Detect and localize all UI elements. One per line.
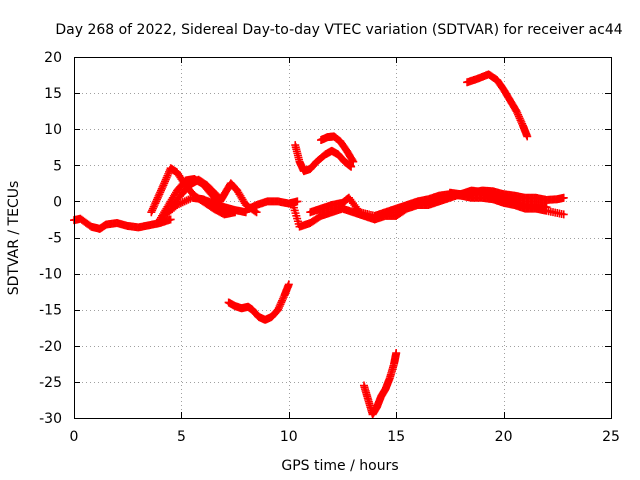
grid-lines <box>74 57 611 418</box>
series-s9 <box>306 190 568 220</box>
data-point <box>517 117 526 126</box>
x-tick-label: 25 <box>602 429 620 445</box>
x-tick-label: 10 <box>280 429 298 445</box>
series-s1 <box>70 214 175 233</box>
y-tick-label: 10 <box>44 122 62 138</box>
data-point <box>275 302 284 311</box>
y-axis-label: SDTVAR / TECUs <box>6 181 22 296</box>
y-tick-label: 20 <box>44 50 62 66</box>
data-point <box>157 184 166 193</box>
data-point <box>156 186 165 195</box>
data-point <box>155 190 164 199</box>
data-point <box>349 157 358 166</box>
axis-ticks <box>74 57 612 419</box>
data-point <box>515 114 524 123</box>
y-tick-label: -20 <box>39 339 62 355</box>
data-point <box>149 202 158 211</box>
data-point <box>284 280 293 289</box>
x-tick-label: 15 <box>387 429 405 445</box>
data-point <box>148 206 157 215</box>
data-point <box>158 182 167 191</box>
plot-frame <box>74 57 612 419</box>
data-point <box>514 112 523 121</box>
data-point <box>152 195 161 204</box>
x-axis-label: GPS time / hours <box>281 458 398 474</box>
data-point <box>277 298 286 307</box>
data-point <box>559 210 568 219</box>
data-point <box>148 204 157 213</box>
y-tick-label: -5 <box>48 231 62 247</box>
y-tick-label: 5 <box>53 158 62 174</box>
series-s7 <box>224 280 293 324</box>
data-point <box>276 300 285 309</box>
data-point <box>559 193 568 202</box>
data-point <box>523 132 532 141</box>
series-s6 <box>241 197 302 215</box>
data-point <box>150 201 159 210</box>
data-point <box>152 197 161 206</box>
y-tick-label: -10 <box>39 267 62 283</box>
data-point <box>159 181 168 190</box>
data-point <box>516 116 525 125</box>
data-point <box>514 110 523 119</box>
chart-title: Day 268 of 2022, Sidereal Day-to-day VTE… <box>55 22 622 38</box>
y-tick-label: 15 <box>44 86 62 102</box>
data-point <box>151 199 160 208</box>
data-point <box>147 208 156 217</box>
y-tick-label: -30 <box>39 411 62 427</box>
series-s5 <box>160 193 250 220</box>
data-point <box>252 208 261 217</box>
data-point <box>156 188 165 197</box>
data-point <box>154 191 163 200</box>
series-s14 <box>463 70 532 141</box>
y-tick-label: -25 <box>39 375 62 391</box>
series-s12 <box>317 132 358 166</box>
x-tick-label: 20 <box>495 429 513 445</box>
data-point <box>512 107 521 116</box>
x-tick-label: 0 <box>70 429 79 445</box>
data-point <box>347 162 356 171</box>
y-tick-labels: -30 -25 -20 -15 -10 -5 0 5 10 15 20 <box>39 50 62 427</box>
series-s13 <box>359 349 401 419</box>
data-points <box>70 70 568 419</box>
data-point <box>513 108 522 117</box>
data-point <box>392 349 401 358</box>
data-point <box>274 305 283 314</box>
y-tick-label: 0 <box>53 194 62 210</box>
x-tick-label: 5 <box>177 429 186 445</box>
y-tick-label: -15 <box>39 303 62 319</box>
x-tick-labels: 0 5 10 15 20 25 <box>70 429 620 445</box>
data-point <box>166 215 175 224</box>
data-point <box>293 197 302 206</box>
data-point <box>153 193 162 202</box>
data-point <box>348 156 357 165</box>
series-s10 <box>445 186 568 204</box>
series-s11 <box>291 141 356 176</box>
data-point <box>278 296 287 305</box>
data-point <box>274 303 283 312</box>
data-point <box>278 294 287 303</box>
